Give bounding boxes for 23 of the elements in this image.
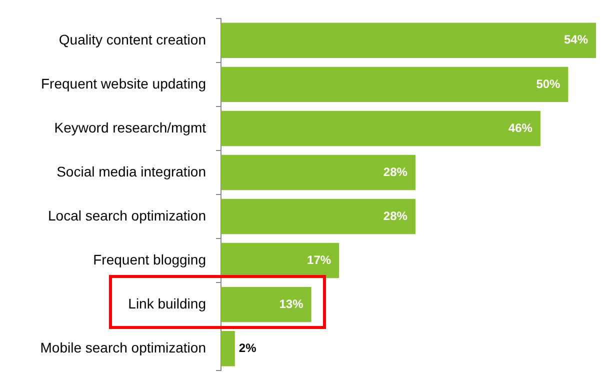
bar xyxy=(221,22,596,58)
bar xyxy=(221,110,540,146)
y-tick-label: Mobile search optimization xyxy=(40,339,206,356)
y-tick-label: Local search optimization xyxy=(48,207,206,224)
data-label: 50% xyxy=(536,76,561,91)
data-label: 13% xyxy=(279,296,304,311)
y-tick-label: Link building xyxy=(128,295,206,312)
data-label: 28% xyxy=(383,208,408,223)
bar xyxy=(221,330,235,366)
data-label: 28% xyxy=(383,164,408,179)
bar xyxy=(221,198,416,234)
data-label: 17% xyxy=(307,252,332,267)
data-label: 2% xyxy=(238,340,257,355)
y-tick-label: Social media integration xyxy=(56,163,206,180)
y-tick-label: Keyword research/mgmt xyxy=(54,119,206,136)
y-tick-label: Quality content creation xyxy=(58,31,206,48)
bar xyxy=(221,66,568,102)
data-label: 46% xyxy=(508,120,533,135)
bar xyxy=(221,286,312,322)
data-label: 54% xyxy=(564,32,588,47)
bar xyxy=(221,154,416,190)
y-tick-label: Frequent blogging xyxy=(93,251,206,268)
y-tick-label: Frequent website updating xyxy=(41,75,206,92)
